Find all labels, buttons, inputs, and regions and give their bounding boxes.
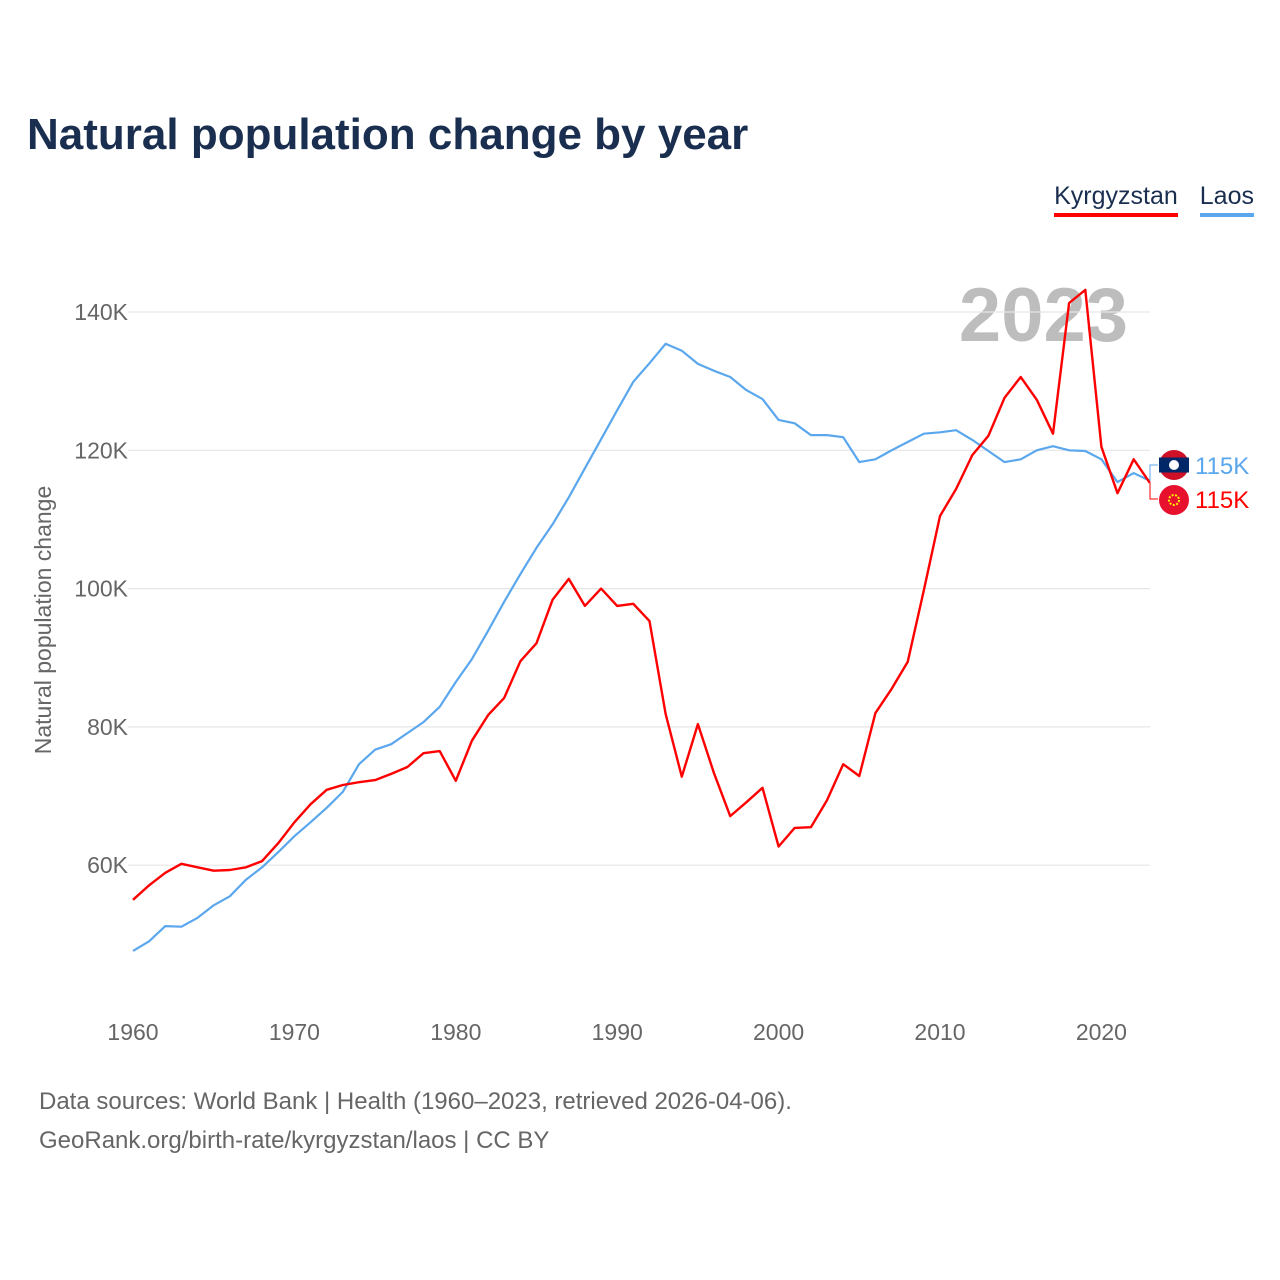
x-tick-label: 2000 (753, 1019, 804, 1045)
legend-kyrgyzstan[interactable]: Kyrgyzstan (1054, 182, 1178, 217)
legend: Kyrgyzstan Laos (1054, 182, 1254, 217)
x-tick-label: 2020 (1076, 1019, 1127, 1045)
y-tick-label: 80K (87, 714, 129, 740)
y-tick-label: 140K (74, 299, 128, 325)
x-tick-label: 1990 (592, 1019, 643, 1045)
watermark-year: 2023 (959, 273, 1128, 358)
end-value-label: 115K (1195, 487, 1249, 514)
label-connector (1149, 482, 1158, 500)
series-line-kyrgyzstan (132, 288, 1151, 901)
label-connector (1149, 464, 1158, 481)
kyrgyzstan-flag-sun (1168, 494, 1180, 506)
kyrgyzstan-flag-icon (1159, 485, 1189, 515)
footer-credit: GeoRank.org/birth-rate/kyrgyzstan/laos |… (39, 1127, 550, 1154)
x-tick-label: 1980 (430, 1019, 481, 1045)
series-line-laos (132, 342, 1151, 952)
chart-title: Natural population change by year (27, 110, 749, 159)
x-tick-label: 1970 (269, 1019, 320, 1045)
end-value-label: 115K (1195, 453, 1249, 480)
footer-sources: Data sources: World Bank | Health (1960–… (39, 1088, 792, 1115)
x-tick-label: 2010 (914, 1019, 965, 1045)
laos-flag-moon (1169, 460, 1179, 470)
legend-laos[interactable]: Laos (1199, 182, 1254, 217)
y-tick-label: 60K (87, 852, 129, 878)
y-tick-label: 100K (74, 576, 128, 602)
y-tick-label: 120K (74, 437, 128, 463)
y-axis-label: Natural population change (30, 486, 56, 755)
x-tick-label: 1960 (107, 1019, 158, 1045)
